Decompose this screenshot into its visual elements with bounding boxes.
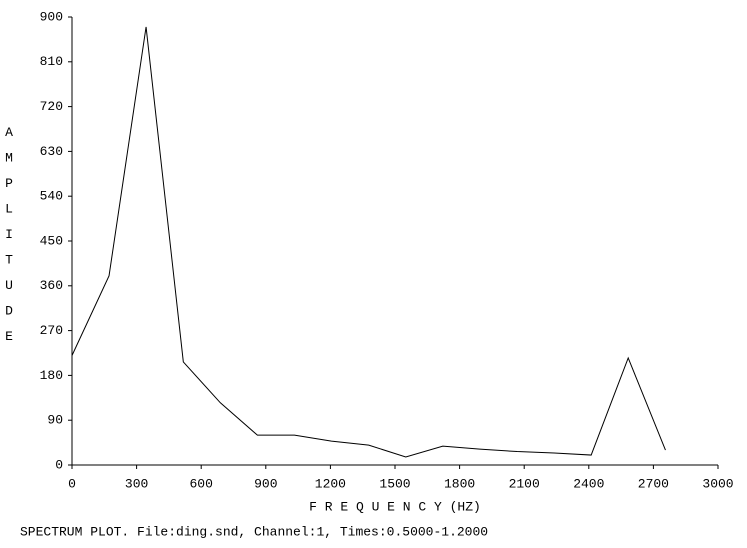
y-tick-label: 540: [40, 189, 63, 204]
y-tick-label: 630: [40, 144, 63, 159]
x-tick-label: 2100: [509, 476, 540, 491]
x-tick-label: 300: [125, 476, 148, 491]
x-tick-label: 2400: [573, 476, 604, 491]
x-tick-label: 0: [68, 476, 76, 491]
line-series: [71, 26, 666, 458]
x-tick-label: 1200: [315, 476, 346, 491]
x-axis-label: F R E Q U E N C Y (HZ): [309, 499, 481, 514]
footer: SPECTRUM PLOT. File:ding.snd, Channel:1,…: [20, 524, 488, 539]
y-tick-label: 270: [40, 323, 63, 338]
x-tick-label: 3000: [702, 476, 733, 491]
y-tick-label: 900: [40, 9, 63, 24]
x-tick-label: 1800: [444, 476, 475, 491]
y-tick-label: 90: [47, 413, 63, 428]
y-tick-label: 720: [40, 99, 63, 114]
x-tick-label: 2700: [638, 476, 669, 491]
x-tick-label: 1500: [379, 476, 410, 491]
x-tick-label: 900: [254, 476, 277, 491]
y-tick-label: 360: [40, 278, 63, 293]
x-tick-label: 600: [189, 476, 212, 491]
y-tick-label: 450: [40, 233, 63, 248]
y-tick-label: 180: [40, 368, 63, 383]
y-tick-label: 0: [55, 457, 63, 472]
y-tick-label: 810: [40, 54, 63, 69]
